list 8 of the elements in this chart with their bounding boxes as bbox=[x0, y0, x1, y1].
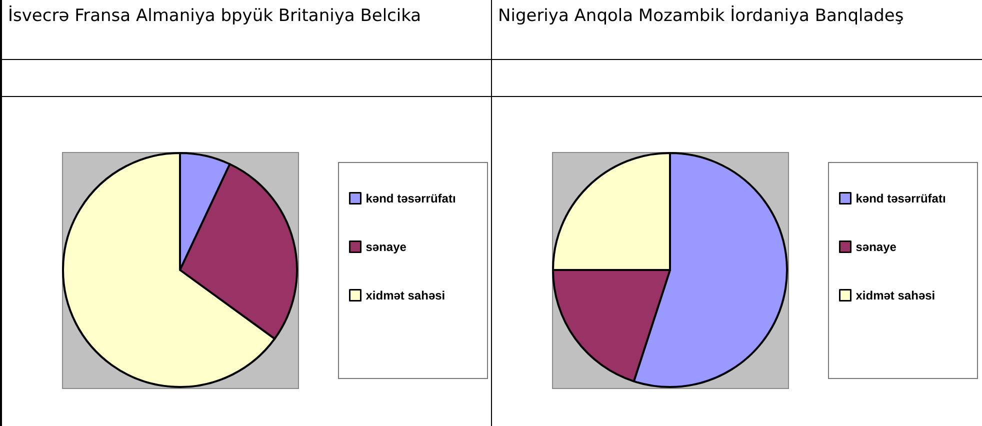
legend-label: kənd təsərrüfatı bbox=[856, 191, 946, 206]
legend-label: xidmət sahəsi bbox=[366, 288, 446, 302]
legend-label: sənaye bbox=[856, 240, 897, 254]
chart-title: Nigeriya Anqola Mozambik İordaniya Banqladeş bbox=[492, 0, 982, 60]
legend-label: kənd təsərrüfatı bbox=[366, 191, 456, 206]
legend-label: xidmət sahəsi bbox=[856, 288, 936, 302]
legend-label: sənaye bbox=[366, 240, 407, 254]
chart-title: İsvecrə Fransa Almaniya bpyük Britaniya Belcika bbox=[2, 0, 492, 60]
